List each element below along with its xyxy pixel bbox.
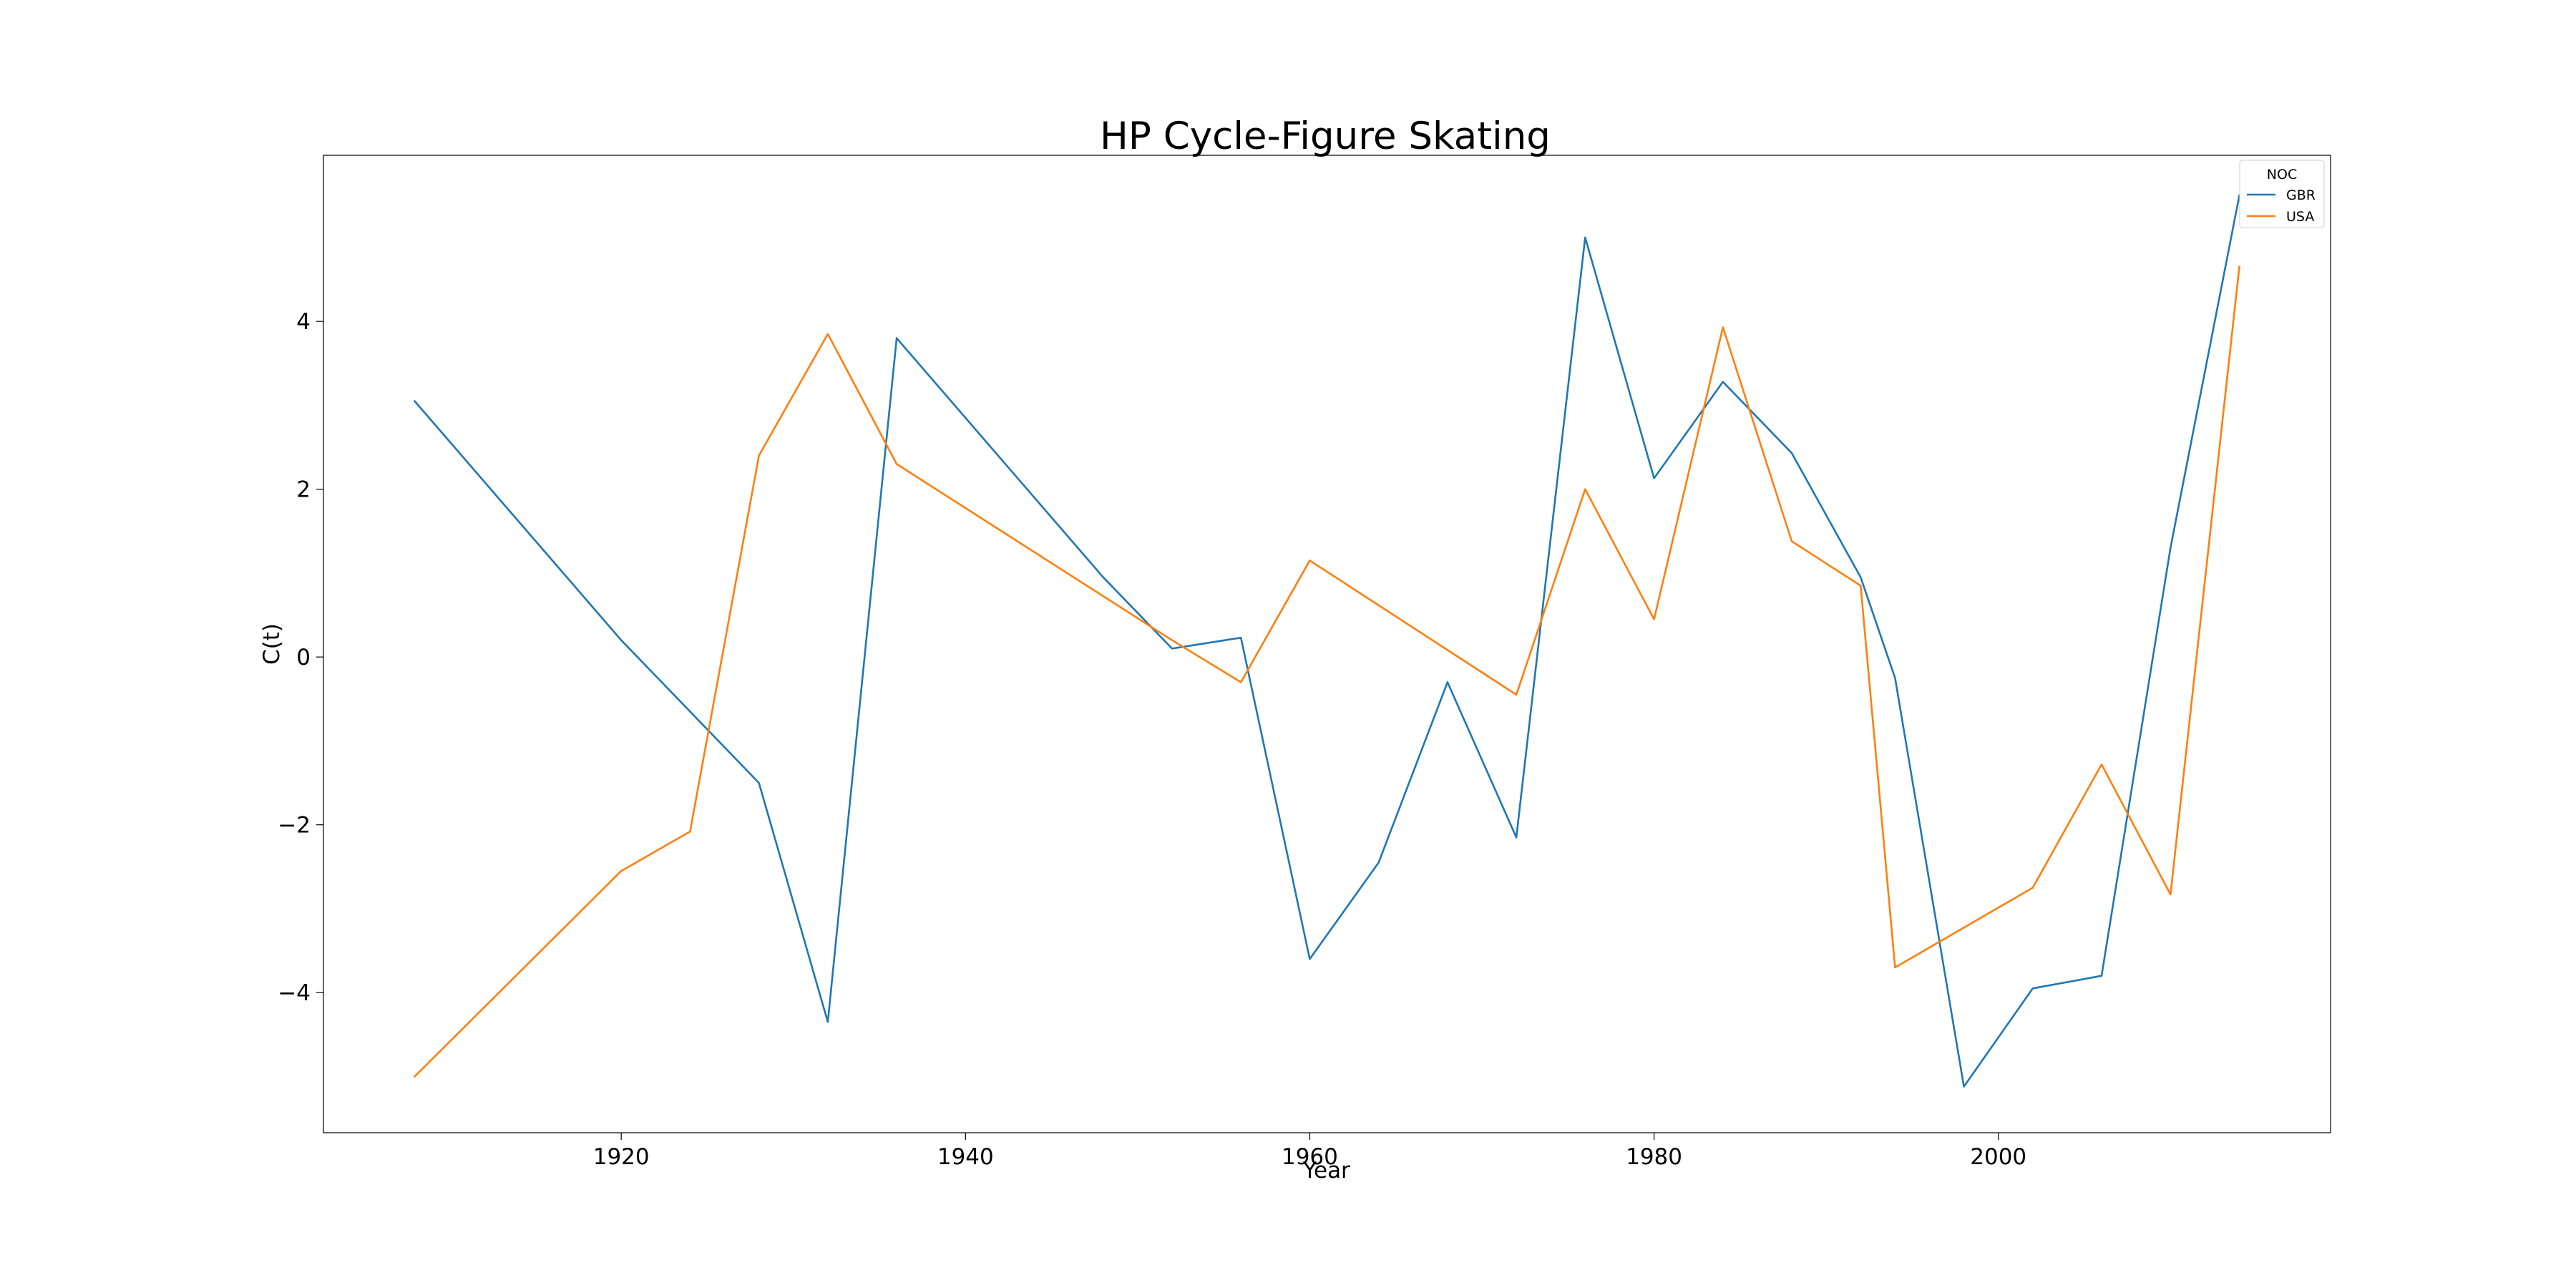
- legend-box: [2239, 160, 2325, 228]
- y-axis-label: C(t): [259, 623, 285, 665]
- y-tick-label: −4: [278, 980, 311, 1006]
- series-usa: [413, 265, 2240, 1078]
- legend-label-usa: USA: [2286, 209, 2314, 225]
- x-tick-label: 1940: [937, 1144, 994, 1170]
- x-tick-label: 1960: [1282, 1144, 1338, 1170]
- legend-entries: GBR USA: [2247, 187, 2316, 225]
- series-layer: [413, 194, 2241, 1088]
- x-tick-label: 1920: [593, 1144, 650, 1170]
- y-tick-label: 4: [296, 309, 311, 335]
- y-tick-label: 2: [296, 477, 311, 503]
- y-tick-label: 0: [296, 645, 311, 670]
- x-axis-label: Year: [1302, 1158, 1350, 1184]
- legend-label-gbr: GBR: [2286, 187, 2316, 203]
- chart-title: HP Cycle-Figure Skating: [1100, 114, 1551, 158]
- y-axis: −4 −2 0 2 4: [278, 309, 323, 1006]
- legend-title: NOC: [2267, 167, 2297, 182]
- x-tick-label: 1980: [1626, 1144, 1682, 1170]
- series-line-usa: [413, 265, 2240, 1078]
- x-axis: 1920 1940 1960 1980 2000: [593, 1133, 2026, 1170]
- y-tick-label: −2: [278, 813, 311, 839]
- plot-area-frame: [323, 155, 2331, 1133]
- legend: NOC GBR USA: [2239, 160, 2325, 228]
- x-tick-label: 2000: [1970, 1144, 2026, 1170]
